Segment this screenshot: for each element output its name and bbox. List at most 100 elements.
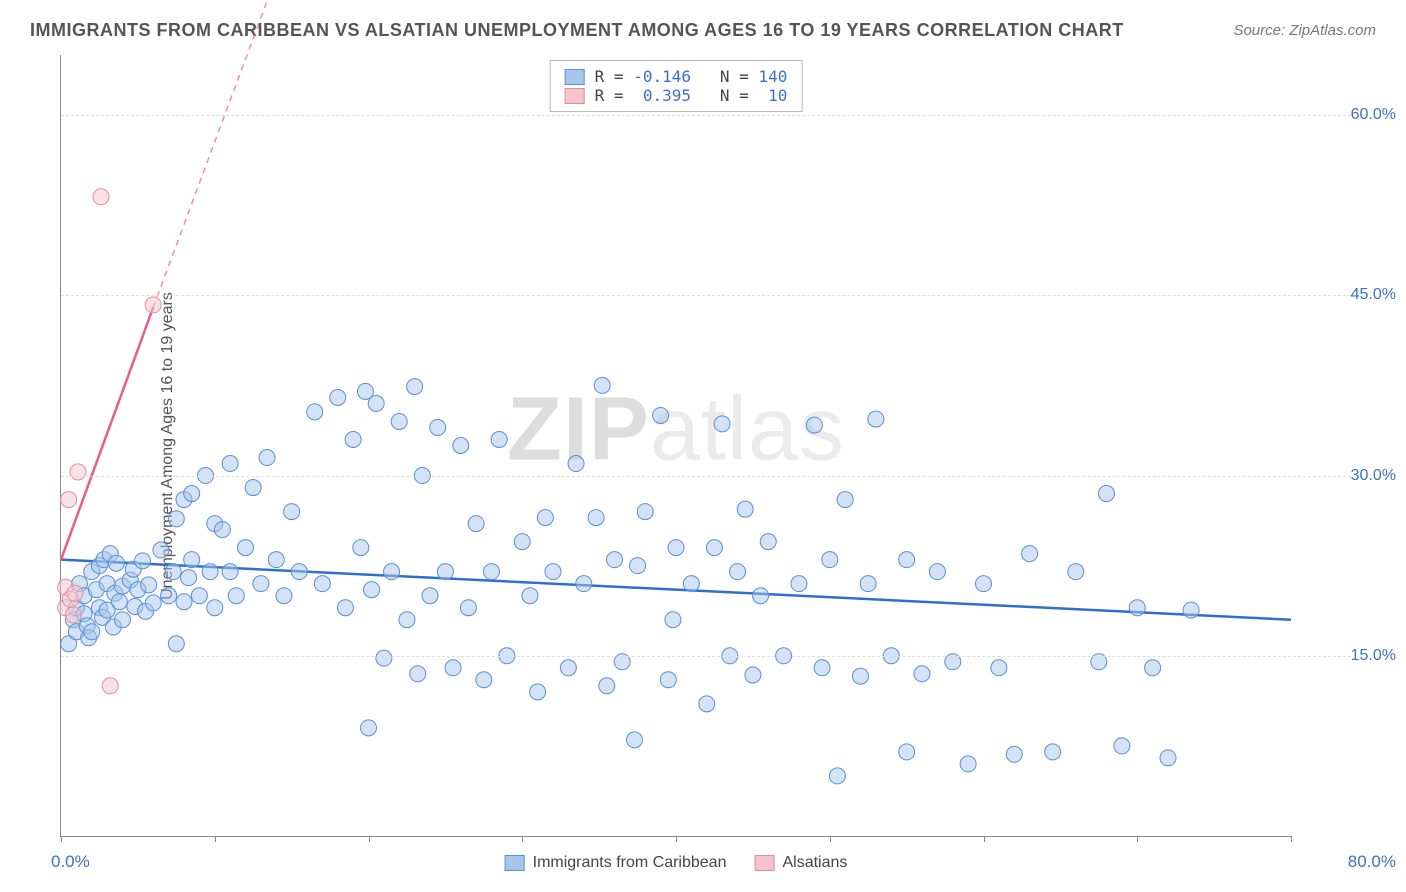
data-point (165, 564, 181, 580)
gridline-h (61, 115, 1351, 116)
data-point (245, 480, 261, 496)
data-point (145, 595, 161, 611)
data-point (560, 660, 576, 676)
data-point (376, 650, 392, 666)
data-point (1006, 746, 1022, 762)
gridline-h (61, 476, 1351, 477)
data-point (184, 486, 200, 502)
data-point (368, 395, 384, 411)
data-point (61, 492, 77, 508)
legend-swatch (505, 855, 525, 871)
legend-label: Alsatians (782, 854, 847, 872)
data-point (207, 600, 223, 616)
data-point (222, 564, 238, 580)
series-legend: Immigrants from Caribbean Alsatians (505, 854, 848, 872)
data-point (407, 379, 423, 395)
data-point (453, 438, 469, 454)
data-point (1129, 600, 1145, 616)
x-tick (984, 836, 985, 842)
data-point (161, 588, 177, 604)
data-point (191, 588, 207, 604)
legend-item: Immigrants from Caribbean (505, 854, 727, 872)
data-point (422, 588, 438, 604)
source-attribution: Source: ZipAtlas.com (1233, 22, 1376, 39)
data-point (238, 540, 254, 556)
x-tick (676, 836, 677, 842)
x-tick (61, 836, 62, 842)
data-point (491, 431, 507, 447)
data-point (714, 416, 730, 432)
data-point (522, 588, 538, 604)
data-point (70, 464, 86, 480)
data-point (468, 516, 484, 532)
x-tick (369, 836, 370, 842)
data-point (291, 564, 307, 580)
data-point (530, 684, 546, 700)
data-point (665, 612, 681, 628)
data-point (960, 756, 976, 772)
legend-row: R = -0.146 N = 140 (565, 67, 788, 86)
data-point (1099, 486, 1115, 502)
data-point (153, 542, 169, 558)
data-point (653, 407, 669, 423)
data-point (760, 534, 776, 550)
legend-swatch (565, 88, 585, 104)
plot-area: ZIPatlas R = -0.146 N = 140R = 0.395 N =… (60, 55, 1291, 837)
data-point (361, 720, 377, 736)
data-point (829, 768, 845, 784)
data-point (184, 552, 200, 568)
data-point (753, 588, 769, 604)
gridline-h (61, 295, 1351, 296)
data-point (111, 594, 127, 610)
x-tick (830, 836, 831, 842)
data-point (134, 553, 150, 569)
data-point (484, 564, 500, 580)
data-point (1183, 602, 1199, 618)
x-tick (522, 836, 523, 842)
y-tick-label: 60.0% (1301, 106, 1396, 124)
data-point (1045, 744, 1061, 760)
data-point (991, 660, 1007, 676)
scatter-chart (61, 55, 1291, 836)
data-point (222, 456, 238, 472)
data-point (202, 564, 218, 580)
data-point (364, 582, 380, 598)
trend-line (61, 560, 1291, 620)
data-point (545, 564, 561, 580)
data-point (976, 576, 992, 592)
data-point (1068, 564, 1084, 580)
data-point (399, 612, 415, 628)
data-point (430, 419, 446, 435)
data-point (307, 404, 323, 420)
data-point (141, 577, 157, 593)
data-point (67, 585, 83, 601)
x-axis-start-label: 0.0% (51, 852, 90, 872)
legend-swatch (565, 69, 585, 85)
data-point (599, 678, 615, 694)
data-point (259, 450, 275, 466)
data-point (84, 624, 100, 640)
data-point (514, 534, 530, 550)
data-point (437, 564, 453, 580)
data-point (626, 732, 642, 748)
data-point (668, 540, 684, 556)
data-point (345, 431, 361, 447)
data-point (637, 504, 653, 520)
data-point (330, 389, 346, 405)
data-point (476, 672, 492, 688)
data-point (168, 636, 184, 652)
data-point (65, 607, 81, 623)
data-point (745, 667, 761, 683)
data-point (445, 660, 461, 676)
data-point (214, 522, 230, 538)
data-point (384, 564, 400, 580)
data-point (253, 576, 269, 592)
data-point (337, 600, 353, 616)
chart-title: IMMIGRANTS FROM CARIBBEAN VS ALSATIAN UN… (30, 20, 1124, 41)
data-point (899, 744, 915, 760)
data-point (868, 411, 884, 427)
x-tick (1291, 836, 1292, 842)
data-point (630, 558, 646, 574)
data-point (929, 564, 945, 580)
data-point (391, 413, 407, 429)
